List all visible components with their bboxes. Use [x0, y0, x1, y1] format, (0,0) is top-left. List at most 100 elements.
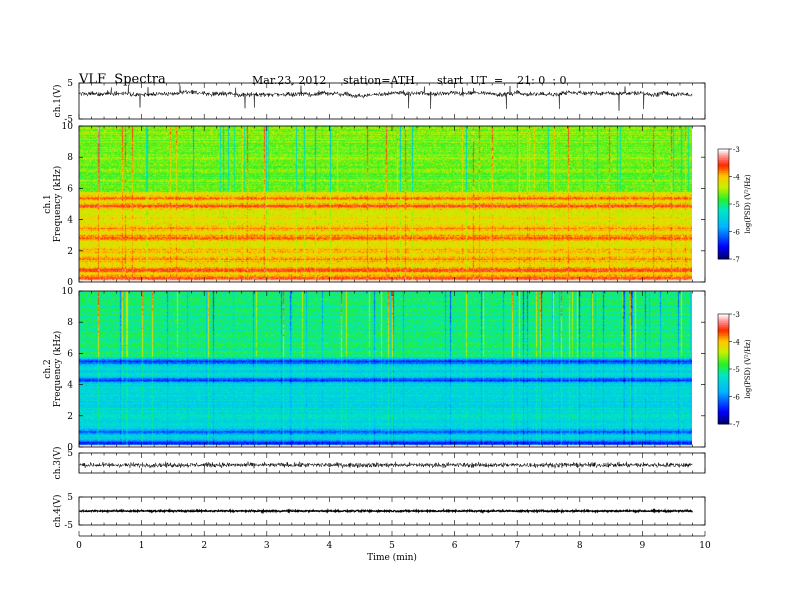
y-tick-label: 8	[67, 153, 73, 163]
colorbar-step	[718, 224, 729, 227]
colorbar-tick-label: -3	[733, 146, 740, 154]
colorbar-step	[718, 226, 729, 229]
colorbar-step	[718, 372, 729, 375]
colorbar-step	[718, 187, 729, 190]
y-tick-label: 10	[62, 122, 74, 132]
colorbar-step	[718, 198, 729, 201]
colorbar-tick-label: -6	[733, 229, 740, 237]
y-axis-label: ch.1(V)	[52, 85, 63, 118]
x-tick-label: 7	[514, 541, 520, 551]
colorbar-step	[718, 387, 729, 390]
colorbar-step	[718, 354, 729, 357]
colorbar-step	[718, 389, 729, 392]
colorbar-step	[718, 200, 729, 203]
colorbar-step	[718, 339, 729, 342]
colorbar-step	[718, 328, 729, 331]
spectrogram-raster	[79, 291, 692, 447]
colorbar-step	[718, 189, 729, 192]
colorbar-step	[718, 403, 729, 407]
colorbar-step	[718, 207, 729, 210]
colorbar-step	[718, 385, 729, 388]
colorbar-step	[718, 172, 729, 176]
ch2-spectrogram: 0 2 4 6 8 10 ch.2 Frequency (kHz) -3 -4 -5 -6 -7 log(…	[43, 287, 752, 453]
colorbar-step	[718, 185, 729, 188]
colorbar-step	[718, 240, 729, 243]
colorbar-step	[718, 361, 729, 364]
y-tick-label: 0	[67, 443, 73, 453]
colorbar-step	[718, 416, 729, 419]
colorbar-step	[718, 150, 729, 154]
x-tick-label: 8	[577, 541, 583, 551]
x-tick-label: 9	[640, 541, 646, 551]
colorbar-step	[718, 414, 729, 418]
colorbar-step	[718, 365, 729, 368]
colorbar-step	[718, 394, 729, 397]
colorbar-step	[718, 183, 729, 187]
y-tick-label: 10	[62, 287, 74, 297]
colorbar-step	[718, 218, 729, 221]
colorbar-step	[718, 325, 729, 328]
colorbar-step	[718, 204, 729, 207]
colorbar-step	[718, 391, 729, 394]
colorbar-step	[718, 180, 729, 183]
colorbar-step	[718, 341, 729, 344]
colorbar-step	[718, 358, 729, 361]
y-tick-label: 5	[67, 79, 73, 89]
y-axis-label-channel: ch.2	[43, 359, 53, 378]
colorbar-step	[718, 359, 729, 363]
y-tick-label: 6	[67, 349, 73, 359]
colorbar-step	[718, 174, 729, 177]
colorbar-step	[718, 165, 729, 168]
colorbar-step	[718, 227, 729, 231]
colorbar-step	[718, 363, 729, 366]
colorbar-tick-label: -7	[733, 256, 740, 264]
colorbar-step	[718, 231, 729, 234]
colorbar-step	[718, 216, 729, 220]
waveform-trace	[78, 461, 693, 469]
colorbar-step	[718, 237, 729, 240]
colorbar-step	[718, 350, 729, 353]
y-tick-label: 5	[67, 449, 73, 459]
colorbar-step	[718, 367, 729, 370]
y-axis-label: Frequency (kHz)	[52, 331, 63, 408]
colorbar-step	[718, 315, 729, 319]
colorbar-step	[718, 158, 729, 161]
colorbar-step	[718, 178, 729, 181]
y-tick-label: 4	[67, 216, 73, 226]
colorbar-step	[718, 321, 729, 324]
colorbar-step	[718, 356, 729, 359]
colorbar-step	[718, 422, 729, 425]
y-tick-label: 0	[67, 278, 73, 288]
x-axis-label: Time (min)	[367, 552, 417, 563]
y-tick-label: 5	[67, 493, 73, 503]
colorbar-step	[718, 400, 729, 403]
colorbar-step	[718, 149, 729, 152]
colorbar-tick-label: -5	[733, 366, 740, 374]
y-axis-label-channel: ch.1	[43, 194, 53, 213]
colorbar-step	[718, 152, 729, 155]
colorbar-step	[718, 337, 729, 341]
colorbar-step	[718, 238, 729, 242]
x-tick-label: 3	[264, 541, 270, 551]
y-tick-label: 2	[67, 412, 73, 422]
colorbar-tick-label: -7	[733, 421, 740, 429]
colorbar-step	[718, 369, 729, 372]
colorbar-step	[718, 213, 729, 216]
start-time-label: start UT = 21: 0 : 0	[437, 74, 567, 87]
colorbar-step	[718, 336, 729, 339]
colorbar-step	[718, 405, 729, 408]
station-label: station=ATH	[343, 74, 415, 87]
colorbar-tick-label: -4	[733, 174, 740, 182]
colorbar-step	[718, 222, 729, 225]
y-axis-label: Frequency (kHz)	[52, 166, 63, 243]
colorbar-step	[718, 209, 729, 212]
colorbar-step	[718, 211, 729, 214]
colorbar-step	[718, 182, 729, 185]
colorbar-step	[718, 323, 729, 326]
x-tick-label: 10	[699, 541, 711, 551]
spectrogram-raster	[79, 126, 692, 282]
colorbar-step	[718, 392, 729, 396]
colorbar-step	[718, 381, 729, 385]
colorbar-step	[718, 418, 729, 421]
colorbar-step	[718, 317, 729, 320]
